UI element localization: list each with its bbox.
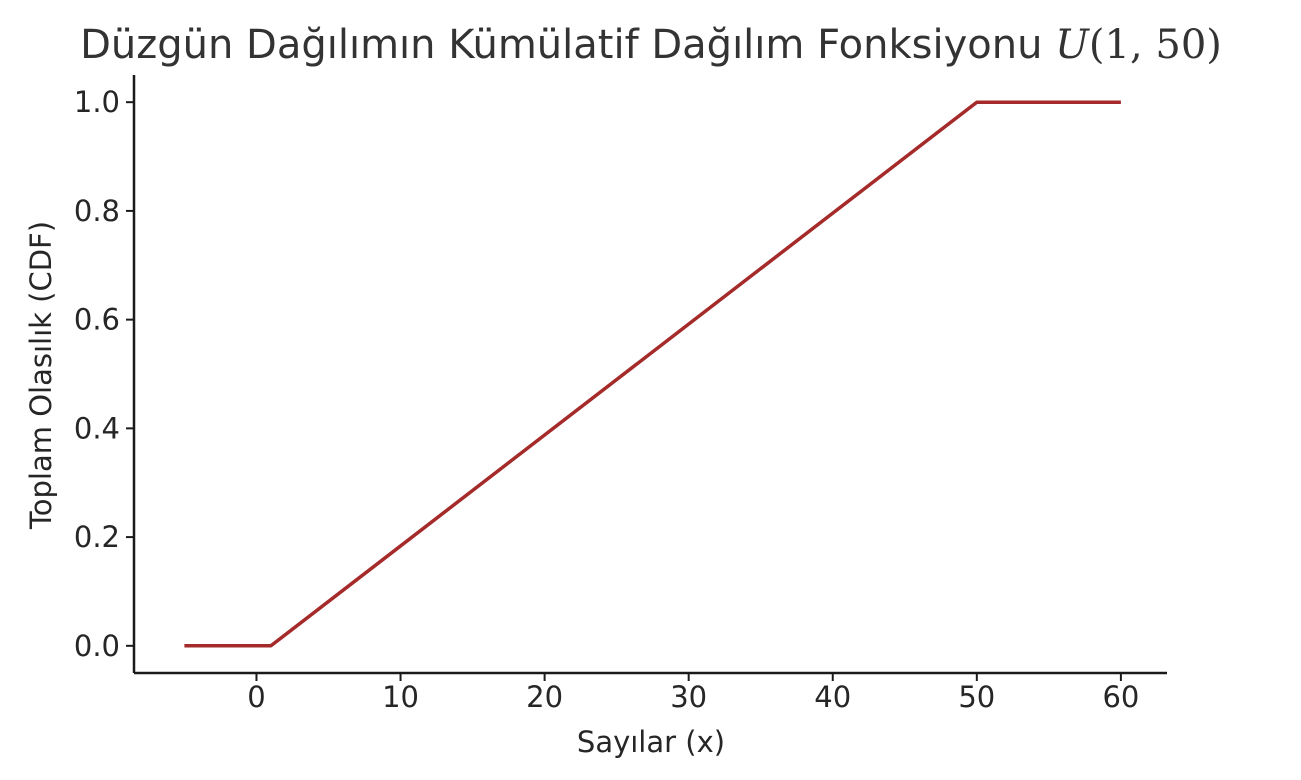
x-tick-label: 0: [247, 680, 265, 714]
x-tick-label: 30: [670, 680, 707, 714]
x-tick-label: 20: [526, 680, 563, 714]
plot-area: 0 10 20 30 40 50 60 0.0 0.2 0.4 0.6 0.8 1.0: [74, 75, 1167, 714]
x-axis-label: Sayılar (x): [577, 725, 725, 759]
y-tick-label: 0.0: [74, 629, 120, 663]
y-axis-label: Toplam Olasılık (CDF): [24, 221, 58, 530]
x-tick-label: 60: [1102, 680, 1139, 714]
y-tick-label: 1.0: [74, 85, 120, 119]
x-tick-label: 10: [382, 680, 419, 714]
y-tick-label: 0.4: [74, 411, 120, 445]
cdf-series-line: [184, 100, 1121, 648]
chart-title-text: Düzgün Dağılımın Kümülatif Dağılım Fonks…: [80, 22, 1055, 68]
y-tick-label: 0.2: [74, 520, 120, 554]
x-tick-label: 50: [958, 680, 995, 714]
chart-title-math-symbol: U: [1055, 22, 1090, 68]
x-tick-label: 40: [814, 680, 851, 714]
y-tick-label: 0.8: [74, 194, 120, 228]
y-tick-label: 0.6: [74, 303, 120, 337]
chart-title: Düzgün Dağılımın Kümülatif Dağılım Fonks…: [80, 22, 1222, 68]
chart-title-math-args: (1, 50): [1089, 22, 1222, 68]
